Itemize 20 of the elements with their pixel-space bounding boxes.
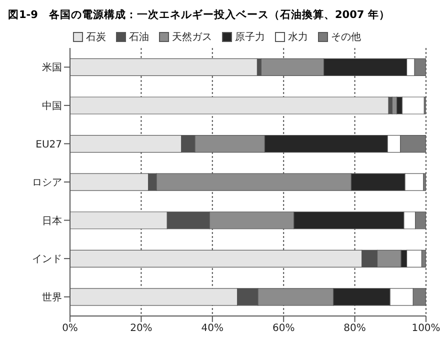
x-tick-label: 80% xyxy=(344,323,366,334)
x-tick-label: 100% xyxy=(412,323,440,334)
legend-label: その他 xyxy=(331,31,361,44)
legend-label: 原子力 xyxy=(235,30,265,44)
y-tick-label: EU27 xyxy=(36,139,62,150)
chart-title: 図1-9 各国の電源構成：一次エネルギー投入ベース（石油換算、2007 年） xyxy=(8,8,391,22)
y-tick-label: 日本 xyxy=(42,214,62,227)
y-tick-label: 中国 xyxy=(42,100,62,112)
y-tick-label: 米国 xyxy=(42,62,62,74)
legend-label: 水力 xyxy=(288,30,308,44)
y-tick-label: ロシア xyxy=(32,178,62,189)
legend-label: 石油 xyxy=(129,30,149,44)
x-tick-label: 20% xyxy=(130,323,152,334)
legend-label: 天然ガス xyxy=(172,31,212,44)
x-tick-label: 60% xyxy=(272,323,295,334)
legend-label: 石炭 xyxy=(86,30,106,44)
x-tick-label: 40% xyxy=(201,323,224,334)
y-tick-label: インド xyxy=(32,254,62,266)
y-tick-label: 世界 xyxy=(42,291,62,304)
x-tick-label: 0% xyxy=(62,323,78,334)
